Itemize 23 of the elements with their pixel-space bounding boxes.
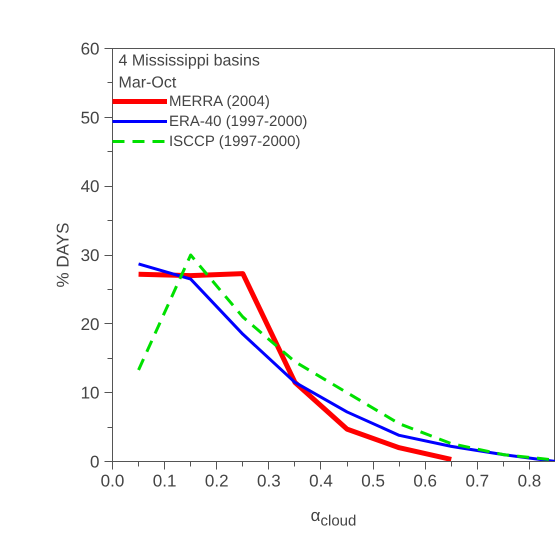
annotation: 4 Mississippi basins <box>118 52 260 70</box>
x-tick-label: 0.5 <box>361 472 385 490</box>
x-tick-label: 0.7 <box>466 472 490 490</box>
y-tick-label: 0 <box>90 452 100 472</box>
x-tick-label: 0.4 <box>309 472 333 490</box>
x-tick-label: 0.2 <box>204 472 229 490</box>
legend-label: ISCCP (1997-2000) <box>169 132 300 150</box>
x-axis-title: α$_{cloud}$ <box>310 505 358 532</box>
legend-label: MERRA (2004) <box>169 92 270 110</box>
annotation: Mar-Oct <box>118 74 177 92</box>
x-tick-label: 0.3 <box>257 472 281 490</box>
x-tick-label: 0.8 <box>518 472 542 490</box>
x-tick-label: 0.1 <box>152 472 176 490</box>
y-tick-label: 30 <box>80 246 100 265</box>
y-tick-label: 20 <box>80 314 100 334</box>
y-tick-label: 10 <box>80 384 100 403</box>
y-tick-label: 40 <box>80 177 100 196</box>
y-axis-title: % DAYS <box>54 222 73 288</box>
y-tick-label: 50 <box>80 108 100 128</box>
y-tick-label: 60 <box>80 40 100 58</box>
x-tick-label: 0.0 <box>100 472 124 490</box>
x-tick-label: 0.6 <box>413 472 438 490</box>
legend-label: ERA-40 (1997-2000) <box>169 112 308 130</box>
